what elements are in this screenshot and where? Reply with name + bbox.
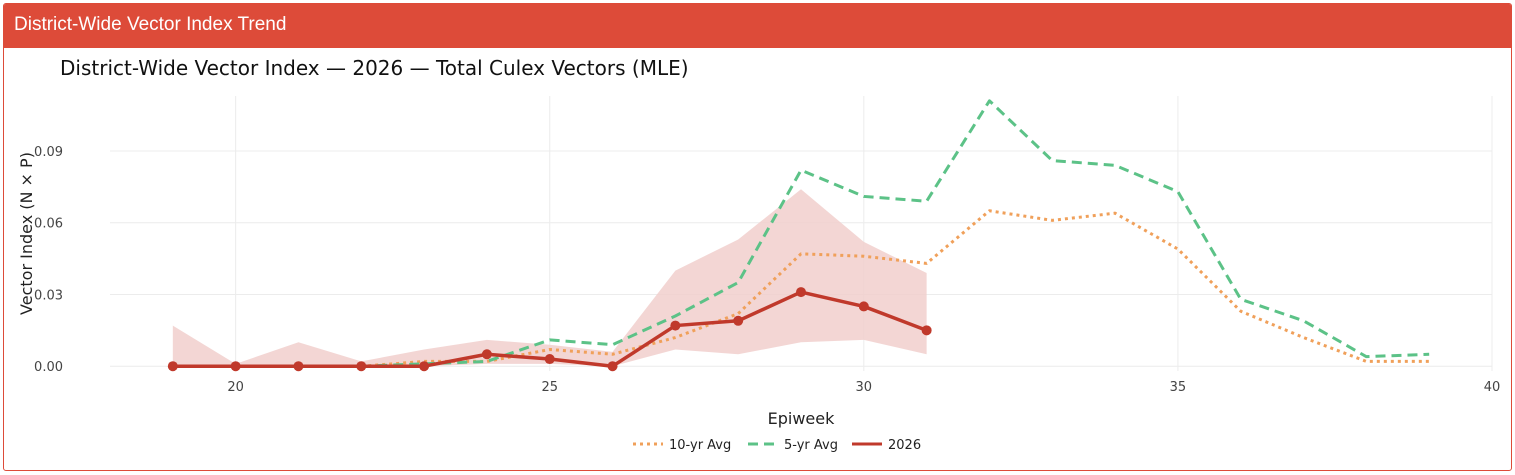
x-tick-label: 20 xyxy=(227,380,244,395)
legend-label: 5-yr Avg xyxy=(784,438,838,453)
data-point-2026 xyxy=(858,301,869,312)
data-point-2026 xyxy=(670,320,681,331)
x-tick-label: 25 xyxy=(541,380,558,395)
data-point-2026 xyxy=(607,361,618,372)
x-tick-label: 35 xyxy=(1170,380,1187,395)
y-tick-label: 0.06 xyxy=(34,217,63,232)
y-axis-title: Vector Index (N × P) xyxy=(17,152,36,315)
y-tick-label: 0.03 xyxy=(34,288,63,303)
chart-panel: District-Wide Vector Index Trend xyxy=(3,3,1512,471)
legend-label: 10-yr Avg xyxy=(669,438,731,453)
data-point-2026 xyxy=(419,361,430,372)
chart-title: District-Wide Vector Index — 2026 — Tota… xyxy=(60,56,689,80)
data-point-2026 xyxy=(293,361,304,372)
data-point-2026 xyxy=(733,315,744,326)
x-tick-label: 40 xyxy=(1484,380,1501,395)
y-tick-label: 0.00 xyxy=(34,360,63,375)
data-point-2026 xyxy=(481,349,492,360)
x-axis-title: Epiweek xyxy=(768,409,835,428)
legend-label: 2026 xyxy=(888,438,921,453)
data-point-2026 xyxy=(544,354,555,365)
panel-header: District-Wide Vector Index Trend xyxy=(4,4,1511,48)
data-point-2026 xyxy=(167,361,178,372)
series-line-5yr-avg xyxy=(361,99,1430,368)
data-point-2026 xyxy=(356,361,367,372)
data-point-2026 xyxy=(230,361,241,372)
data-point-2026 xyxy=(796,287,806,298)
y-tick-label: 0.09 xyxy=(34,145,63,160)
data-point-2026 xyxy=(921,325,932,336)
x-tick-label: 30 xyxy=(856,380,873,395)
